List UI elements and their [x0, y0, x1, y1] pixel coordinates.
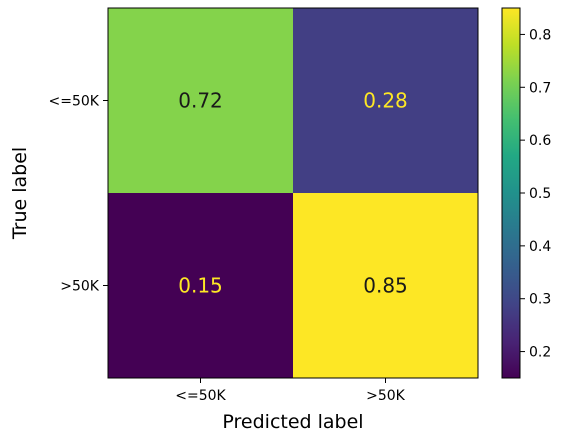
- heatmap-cell: [293, 8, 478, 193]
- y-axis-title: True label: [9, 147, 31, 240]
- heatmap-cell: [108, 8, 293, 193]
- heatmap-cell: [293, 193, 478, 378]
- colorbar-tick-label: 0.5: [529, 186, 551, 202]
- y-axis-ticks: <=50K >50K: [49, 94, 108, 295]
- colorbar-tick-label: 0.3: [529, 292, 551, 308]
- heatmap-cell: [108, 193, 293, 378]
- y-tick-label: >50K: [60, 279, 100, 295]
- cell-value-label: 0.28: [363, 89, 408, 113]
- plot-frame: [107, 7, 479, 379]
- colorbar-tick-label: 0.2: [529, 345, 551, 361]
- heatmap-cells: 0.72 0.28 0.15 0.85: [108, 8, 478, 378]
- x-axis-ticks: <=50K >50K: [175, 378, 406, 404]
- cell-value-label: 0.15: [178, 274, 223, 298]
- cell-value-label: 0.85: [363, 274, 408, 298]
- x-tick-label: >50K: [366, 388, 406, 404]
- colorbar-ticks: 0.2 0.3 0.4 0.5 0.6 0.7 0.8: [520, 27, 551, 361]
- colorbar-tick-label: 0.8: [529, 27, 551, 43]
- x-axis-title: Predicted label: [222, 411, 363, 433]
- colorbar-tick-label: 0.6: [529, 133, 551, 149]
- colorbar-tick-label: 0.4: [529, 239, 551, 255]
- cell-value-label: 0.72: [178, 89, 223, 113]
- colorbar: [502, 8, 520, 378]
- y-tick-label: <=50K: [49, 94, 100, 110]
- colorbar-tick-label: 0.7: [529, 80, 551, 96]
- x-tick-label: <=50K: [175, 388, 226, 404]
